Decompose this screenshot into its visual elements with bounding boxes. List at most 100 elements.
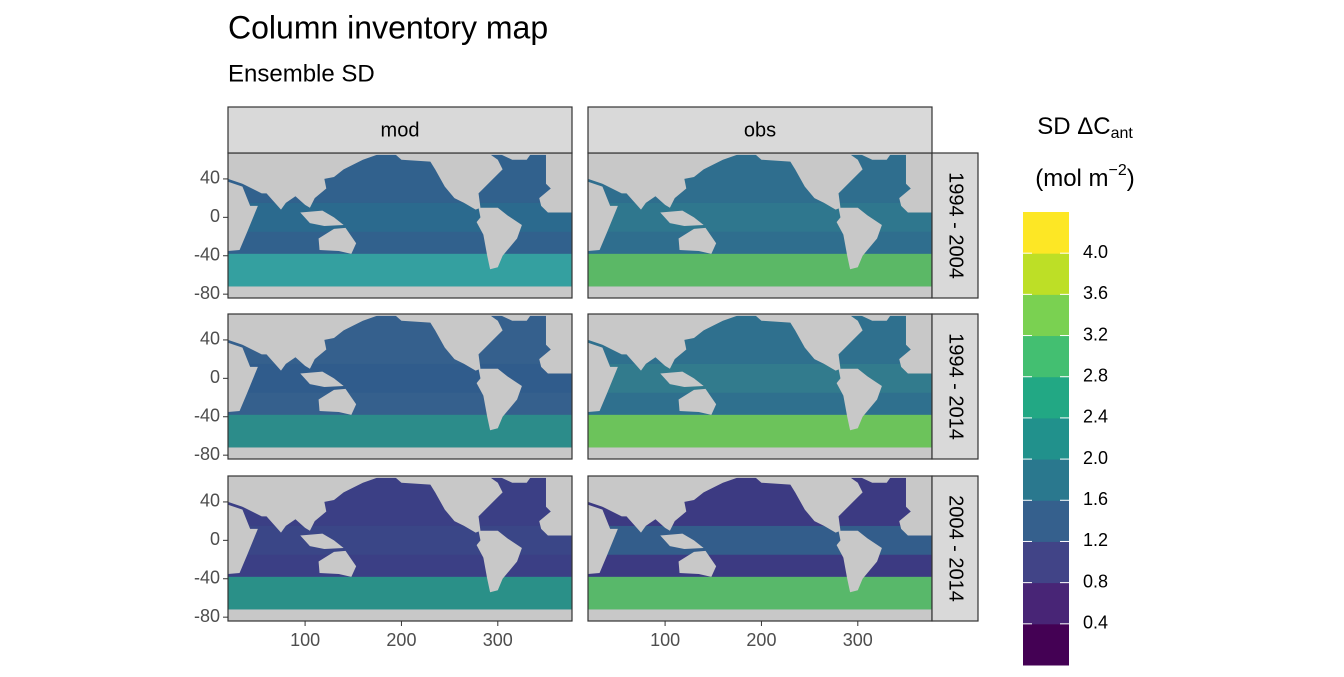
land [753, 153, 863, 210]
land [836, 530, 882, 593]
land [836, 207, 882, 270]
y-tick-label: -40 [194, 405, 220, 425]
land [476, 207, 522, 270]
ocean-south [228, 576, 572, 610]
column-strip [227, 106, 573, 154]
antarctica [228, 286, 572, 298]
land [300, 210, 344, 226]
land [899, 476, 932, 536]
legend-swatch [1023, 582, 1069, 625]
land [476, 530, 522, 593]
land [300, 371, 344, 387]
legend-swatch [1023, 417, 1069, 460]
map-panel [227, 152, 573, 299]
land [753, 314, 863, 371]
antarctica [588, 609, 932, 621]
row-strip [931, 475, 979, 622]
land [318, 227, 357, 254]
row-strip [931, 313, 979, 460]
x-tick-label: 100 [290, 630, 320, 650]
antarctica [588, 286, 932, 298]
legend-swatch [1023, 294, 1069, 337]
column-strip-label: mod [381, 119, 420, 141]
map-panel [587, 475, 933, 622]
legend-tick-label: 3.6 [1083, 283, 1108, 303]
land [318, 388, 357, 415]
legend-tick-label: 1.6 [1083, 489, 1108, 509]
y-tick-label: -80 [194, 283, 220, 303]
x-tick-label: 200 [746, 630, 776, 650]
y-tick-label: -80 [194, 444, 220, 464]
land [588, 181, 618, 251]
ocean-south [588, 253, 932, 287]
land [660, 533, 704, 549]
legend-tick-label: 2.4 [1083, 407, 1108, 427]
antarctica [228, 447, 572, 459]
legend-tick-label: 3.2 [1083, 324, 1108, 344]
chart-subtitle: Ensemble SD [228, 60, 375, 87]
land [300, 533, 344, 549]
land [857, 314, 892, 321]
y-tick-label: 0 [210, 367, 220, 387]
map-panel [587, 152, 933, 299]
legend-tick-label: 2.8 [1083, 365, 1108, 385]
legend-swatch [1023, 500, 1069, 542]
y-tick-label: 40 [200, 491, 220, 511]
land [393, 314, 503, 371]
antarctica [588, 447, 932, 459]
land [393, 153, 503, 210]
legend-tick-label: 1.2 [1083, 530, 1108, 550]
legend-unit: (mol m−2) [1035, 162, 1135, 192]
land [476, 368, 522, 431]
column-strip [587, 106, 933, 154]
x-tick-label: 300 [483, 630, 513, 650]
land [588, 476, 743, 533]
ocean-south [228, 414, 572, 448]
y-tick-label: -40 [194, 567, 220, 587]
x-tick-label: 100 [650, 630, 680, 650]
y-tick-label: -40 [194, 244, 220, 264]
land [228, 181, 258, 251]
row-strip-label: 1994 - 2014 [945, 333, 967, 440]
land [660, 210, 704, 226]
row-strip [931, 152, 979, 299]
land [899, 153, 932, 213]
land [678, 388, 717, 415]
legend-swatch [1023, 459, 1069, 501]
land [660, 371, 704, 387]
land [836, 368, 882, 431]
land [588, 314, 743, 371]
column-strip-label: obs [744, 119, 776, 141]
map-panel [227, 475, 573, 622]
land [857, 153, 892, 160]
legend-swatch [1023, 376, 1069, 419]
land [228, 314, 383, 371]
y-tick-label: 0 [210, 529, 220, 549]
row-strip-label: 1994 - 2004 [945, 172, 967, 279]
ocean-south [588, 576, 932, 610]
land [497, 153, 532, 160]
land [318, 550, 357, 577]
y-tick-label: 40 [200, 329, 220, 349]
land [857, 476, 892, 483]
y-tick-label: -80 [194, 606, 220, 626]
land [228, 504, 258, 574]
legend-tick-label: 0.4 [1083, 613, 1108, 633]
land [678, 227, 717, 254]
map-panel [227, 313, 573, 460]
y-tick-label: 0 [210, 206, 220, 226]
ocean-south [228, 253, 572, 287]
land [228, 153, 383, 210]
land [588, 342, 618, 412]
legend-swatch [1023, 623, 1069, 666]
land [228, 342, 258, 412]
legend-tick-label: 4.0 [1083, 242, 1108, 262]
land [228, 476, 383, 533]
land [539, 314, 572, 374]
land [678, 550, 717, 577]
legend-swatch [1023, 335, 1069, 378]
land [588, 504, 618, 574]
legend-swatch [1023, 253, 1069, 295]
x-tick-label: 300 [843, 630, 873, 650]
